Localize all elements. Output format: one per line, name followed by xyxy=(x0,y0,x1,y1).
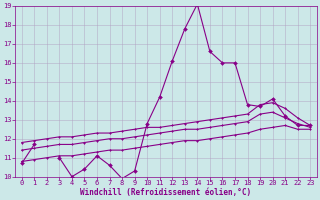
X-axis label: Windchill (Refroidissement éolien,°C): Windchill (Refroidissement éolien,°C) xyxy=(80,188,252,197)
